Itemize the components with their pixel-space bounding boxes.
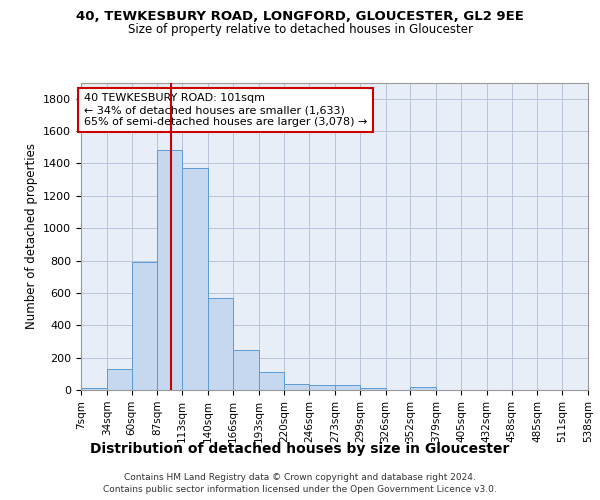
Bar bbox=[335, 385, 360, 390]
Bar bbox=[107, 369, 131, 390]
Bar bbox=[233, 350, 259, 390]
Text: Size of property relative to detached houses in Gloucester: Size of property relative to detached ho… bbox=[128, 24, 473, 36]
Bar bbox=[157, 150, 182, 390]
Text: Distribution of detached houses by size in Gloucester: Distribution of detached houses by size … bbox=[91, 442, 509, 456]
Bar bbox=[81, 388, 107, 390]
Bar bbox=[131, 262, 157, 390]
Bar bbox=[410, 387, 436, 390]
Text: Contains HM Land Registry data © Crown copyright and database right 2024.: Contains HM Land Registry data © Crown c… bbox=[124, 472, 476, 482]
Y-axis label: Number of detached properties: Number of detached properties bbox=[25, 143, 38, 329]
Text: 40, TEWKESBURY ROAD, LONGFORD, GLOUCESTER, GL2 9EE: 40, TEWKESBURY ROAD, LONGFORD, GLOUCESTE… bbox=[76, 10, 524, 23]
Text: Contains public sector information licensed under the Open Government Licence v3: Contains public sector information licen… bbox=[103, 485, 497, 494]
Bar bbox=[182, 168, 208, 390]
Bar bbox=[284, 384, 309, 390]
Text: 40 TEWKESBURY ROAD: 101sqm
← 34% of detached houses are smaller (1,633)
65% of s: 40 TEWKESBURY ROAD: 101sqm ← 34% of deta… bbox=[84, 94, 367, 126]
Bar bbox=[259, 372, 284, 390]
Bar bbox=[208, 298, 233, 390]
Bar bbox=[309, 385, 335, 390]
Bar bbox=[360, 388, 386, 390]
